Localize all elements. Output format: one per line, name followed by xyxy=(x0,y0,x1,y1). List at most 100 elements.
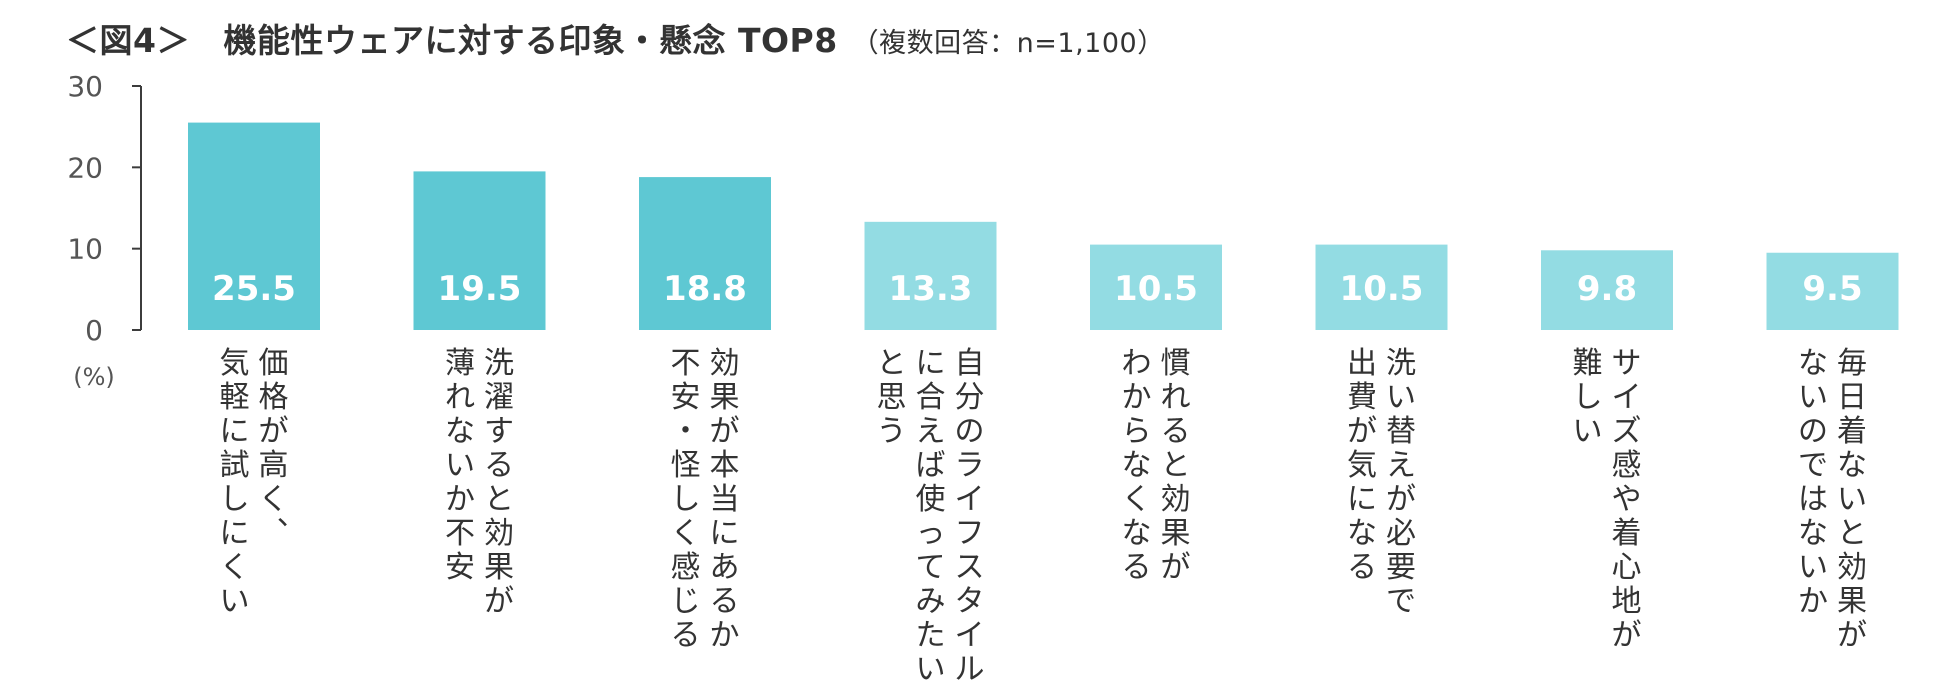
x-label-glyph: 難 xyxy=(1573,346,1603,381)
x-label-glyph: て xyxy=(916,550,946,585)
x-label-glyph: か xyxy=(710,618,740,653)
x-label-glyph: し xyxy=(1573,380,1603,415)
x-label-glyph: と xyxy=(1837,516,1867,551)
x-label-glyph: 果 xyxy=(1837,584,1867,619)
x-label-glyph: か xyxy=(1122,380,1152,415)
x-label-glyph: や xyxy=(1612,482,1642,517)
x-label-glyph: が xyxy=(1161,550,1191,585)
x-label-glyph: 合 xyxy=(916,380,946,415)
x-label-glyph: れ xyxy=(1161,380,1191,415)
x-label-glyph: の xyxy=(1798,414,1828,449)
x-label-glyph: 出 xyxy=(1347,346,1377,381)
x-axis-labels: 価格が高く︑気軽に試しにくい洗濯すると効果が薄れないか不安効果が本当にあるか不安… xyxy=(220,346,1868,687)
x-label-glyph: 効 xyxy=(1161,482,1191,517)
bar-value-label: 9.8 xyxy=(1577,269,1637,309)
x-label-glyph: な xyxy=(1122,448,1152,483)
x-label-glyph: 日 xyxy=(1837,380,1867,415)
x-category-label-line: 難しい xyxy=(1573,346,1603,449)
x-label-glyph: か xyxy=(1798,584,1828,619)
x-label-glyph: 濯 xyxy=(484,380,514,415)
x-label-glyph: た xyxy=(916,618,946,653)
x-label-glyph: い xyxy=(1573,414,1603,449)
x-label-glyph: い xyxy=(1798,380,1828,415)
x-label-glyph: が xyxy=(1386,482,1416,517)
x-category-label-line: 慣れると効果が xyxy=(1161,346,1191,585)
x-category-label-line: と思う xyxy=(877,346,907,449)
x-label-glyph: ︑ xyxy=(259,516,289,551)
x-label-glyph: 地 xyxy=(1612,584,1642,619)
x-label-glyph: 洗 xyxy=(1386,346,1416,381)
x-category-label-line: 毎日着ないと効果が xyxy=(1837,346,1867,653)
x-label-glyph: る xyxy=(1122,550,1152,585)
bar-value-label: 25.5 xyxy=(212,269,296,309)
x-label-glyph: え xyxy=(1386,448,1416,483)
x-label-glyph: イ xyxy=(955,618,985,653)
y-tick-label: 30 xyxy=(67,70,103,103)
x-label-glyph: 薄 xyxy=(445,346,475,381)
x-label-glyph: る xyxy=(710,584,740,619)
x-label-glyph: 果 xyxy=(484,550,514,585)
bars: 25.5 19.5 18.8 13.3 10.5 10.5 9.8 9.5 xyxy=(188,122,1899,330)
x-label-glyph: 感 xyxy=(671,550,701,585)
x-label-glyph: が xyxy=(259,414,289,449)
x-label-glyph: 果 xyxy=(710,380,740,415)
x-label-glyph: と xyxy=(877,346,907,381)
x-label-glyph: い xyxy=(1386,380,1416,415)
x-category-label-line: 気軽に試しにくい xyxy=(220,346,250,619)
bar xyxy=(188,122,320,330)
bar-value-label: 10.5 xyxy=(1114,269,1198,309)
x-label-glyph: 高 xyxy=(259,448,289,483)
x-label-glyph: る xyxy=(1161,414,1191,449)
x-label-glyph: っ xyxy=(916,516,946,551)
x-label-glyph: で xyxy=(1386,584,1416,619)
x-label-glyph: タ xyxy=(955,584,985,619)
x-label-glyph: 着 xyxy=(1837,414,1867,449)
bar xyxy=(1766,252,1899,330)
x-label-glyph: 安 xyxy=(445,550,475,585)
x-label-glyph: が xyxy=(1837,618,1867,653)
x-label-glyph: 費 xyxy=(1347,380,1377,415)
x-label-glyph: に xyxy=(1347,482,1377,517)
x-label-glyph: 心 xyxy=(1612,550,1642,585)
x-label-glyph: 不 xyxy=(445,516,475,551)
x-category-label-line: 自分のライフスタイル xyxy=(955,346,985,687)
x-label-glyph: と xyxy=(484,482,514,517)
y-axis: 0 10 20 30 (%) xyxy=(67,70,142,391)
x-label-glyph: 効 xyxy=(1837,550,1867,585)
x-label-glyph: す xyxy=(484,414,514,449)
x-label-glyph: サ xyxy=(1612,346,1642,381)
x-label-glyph: 分 xyxy=(955,380,985,415)
x-label-glyph: に xyxy=(710,516,740,551)
x-label-glyph: な xyxy=(1837,448,1867,483)
x-label-glyph: な xyxy=(1347,516,1377,551)
x-label-glyph: が xyxy=(710,414,740,449)
x-label-glyph: れ xyxy=(445,380,475,415)
bar xyxy=(639,177,771,330)
x-label-glyph: で xyxy=(1798,448,1828,483)
y-tick-label: 0 xyxy=(85,314,103,347)
x-label-glyph: あ xyxy=(710,550,740,585)
x-label-glyph: し xyxy=(220,482,250,517)
x-label-glyph: 気 xyxy=(220,346,250,381)
x-label-glyph: 感 xyxy=(1612,448,1642,483)
x-label-glyph: み xyxy=(916,584,946,619)
x-label-glyph: イ xyxy=(955,482,985,517)
x-label-glyph: 格 xyxy=(259,380,289,415)
x-label-glyph: じ xyxy=(671,584,701,619)
x-label-glyph: い xyxy=(916,652,946,687)
x-label-glyph: く xyxy=(671,516,701,551)
x-label-glyph: い xyxy=(445,448,475,483)
x-label-glyph: る xyxy=(671,618,701,653)
x-label-glyph: ズ xyxy=(1612,414,1642,449)
bar-value-label: 9.5 xyxy=(1802,269,1862,309)
x-label-glyph: 果 xyxy=(1161,516,1191,551)
x-category-label-line: 不安・怪しく感じる xyxy=(671,346,701,653)
x-label-glyph: 効 xyxy=(710,346,740,381)
x-label-glyph: 怪 xyxy=(671,448,701,483)
